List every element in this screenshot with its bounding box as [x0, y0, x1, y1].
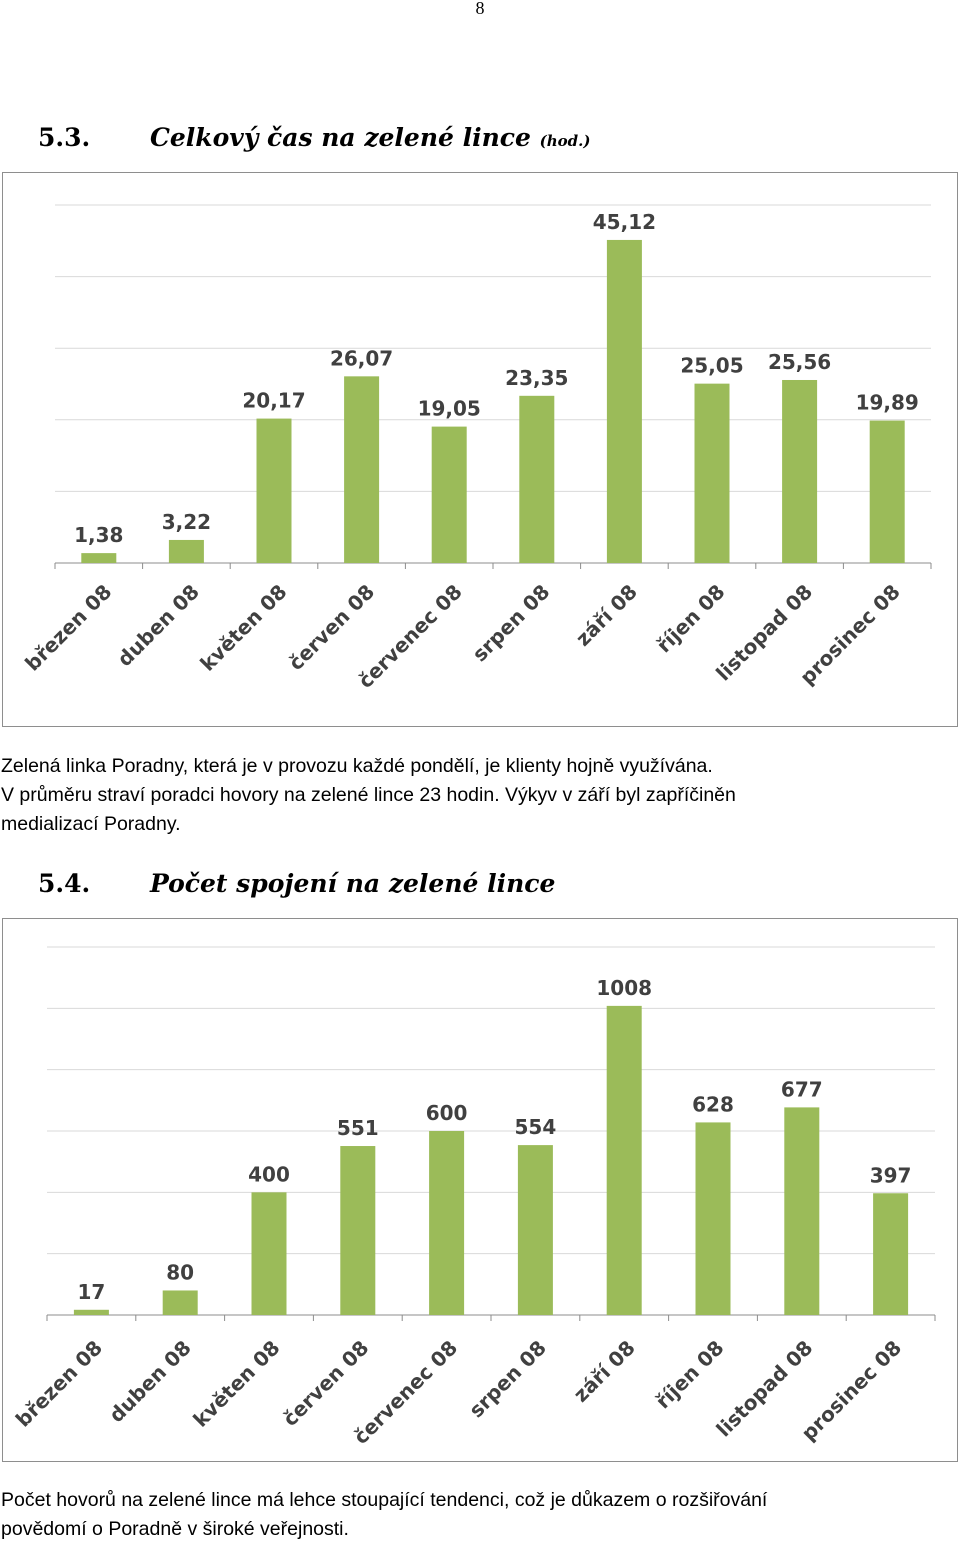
bar — [519, 395, 555, 563]
data-label: 80 — [166, 1260, 194, 1284]
data-label: 600 — [426, 1101, 468, 1125]
data-label: 551 — [337, 1116, 379, 1140]
section-number: 5.4. — [38, 869, 91, 898]
bar — [344, 376, 380, 563]
bar — [782, 379, 818, 563]
chart-call-count-svg: 17 březen 08 80 duben 08 400 květen 08 551 červ… — [11, 946, 936, 1449]
bar — [256, 418, 292, 563]
x-tick-label: červen 08 — [284, 580, 379, 675]
section-title: Počet spojení na zelené lince — [150, 869, 556, 898]
section-heading-5-3: 5.3. Celkový čas na zelené lince (hod.) — [38, 123, 590, 152]
x-tick-label: září 08 — [571, 580, 642, 651]
x-tick-label: březen 08 — [20, 580, 116, 676]
bar — [162, 1290, 198, 1315]
x-tick-label: duben 08 — [104, 1336, 196, 1428]
data-label: 1008 — [596, 976, 652, 1000]
data-label: 397 — [870, 1163, 912, 1187]
bar — [168, 539, 204, 563]
data-label: 20,17 — [242, 389, 305, 413]
x-tick-label: říjen 08 — [652, 580, 730, 658]
data-label: 554 — [515, 1115, 557, 1139]
chart-call-count: 17 březen 08 80 duben 08 400 květen 08 551 červ… — [2, 918, 958, 1462]
section-heading-5-4: 5.4. Počet spojení na zelené lince — [38, 869, 555, 898]
bar — [784, 1107, 820, 1315]
bar — [431, 426, 467, 563]
paragraph-line: Počet hovorů na zelené lince má lehce st… — [1, 1489, 768, 1511]
data-label: 23,35 — [505, 366, 568, 390]
chart-total-time-svg: 1,38 březen 08 3,22 duben 08 20,17 květen 08 2… — [20, 204, 932, 693]
x-tick-label: červen 08 — [278, 1336, 373, 1431]
x-tick-label: říjen 08 — [651, 1336, 729, 1414]
data-label: 1,38 — [74, 523, 123, 547]
bar — [695, 1122, 731, 1315]
section-title: Celkový čas na zelené lince — [150, 123, 531, 152]
paragraph-line: V průměru straví poradci hovory na zelen… — [1, 784, 736, 806]
data-label: 19,05 — [418, 397, 481, 421]
paragraph-line: medializací Poradny. — [1, 813, 181, 835]
data-label: 19,89 — [856, 391, 919, 415]
section-number: 5.3. — [38, 123, 91, 152]
data-label: 45,12 — [593, 210, 656, 234]
paragraph-line: Zelená linka Poradny, která je v provozu… — [1, 755, 713, 777]
data-label: 25,56 — [768, 350, 831, 374]
bar — [873, 1193, 909, 1315]
data-label: 3,22 — [162, 510, 211, 534]
data-label: 26,07 — [330, 346, 393, 370]
paragraph-call-count: Počet hovorů na zelené lince má lehce st… — [1, 1486, 951, 1544]
bar — [517, 1145, 553, 1315]
page-number: 8 — [475, 0, 485, 18]
data-label: 400 — [248, 1162, 290, 1186]
chart-total-time: 1,38 březen 08 3,22 duben 08 20,17 květen 08 2… — [2, 172, 958, 727]
paragraph-line: povědomí o Poradně v široké veřejnosti. — [1, 1518, 349, 1540]
x-tick-label: březen 08 — [11, 1336, 107, 1432]
bar — [251, 1192, 287, 1315]
bar — [429, 1131, 465, 1315]
bar — [340, 1146, 376, 1315]
x-tick-label: září 08 — [569, 1336, 640, 1407]
x-tick-label: květen 08 — [195, 580, 291, 676]
bar — [73, 1309, 109, 1315]
bar — [694, 383, 730, 563]
bar — [869, 420, 905, 563]
data-label: 628 — [692, 1092, 734, 1116]
section-unit: (hod.) — [539, 132, 591, 150]
bar — [606, 1005, 642, 1315]
bar — [81, 553, 117, 563]
paragraph-total-time: Zelená linka Poradny, která je v provozu… — [1, 752, 951, 839]
x-tick-label: duben 08 — [112, 580, 204, 672]
bar — [606, 239, 642, 563]
data-label: 677 — [781, 1077, 823, 1101]
x-tick-label: srpen 08 — [468, 580, 555, 667]
x-tick-label: květen 08 — [188, 1336, 284, 1432]
data-label: 25,05 — [680, 354, 743, 378]
data-label: 17 — [77, 1280, 105, 1304]
x-tick-label: srpen 08 — [464, 1336, 551, 1423]
